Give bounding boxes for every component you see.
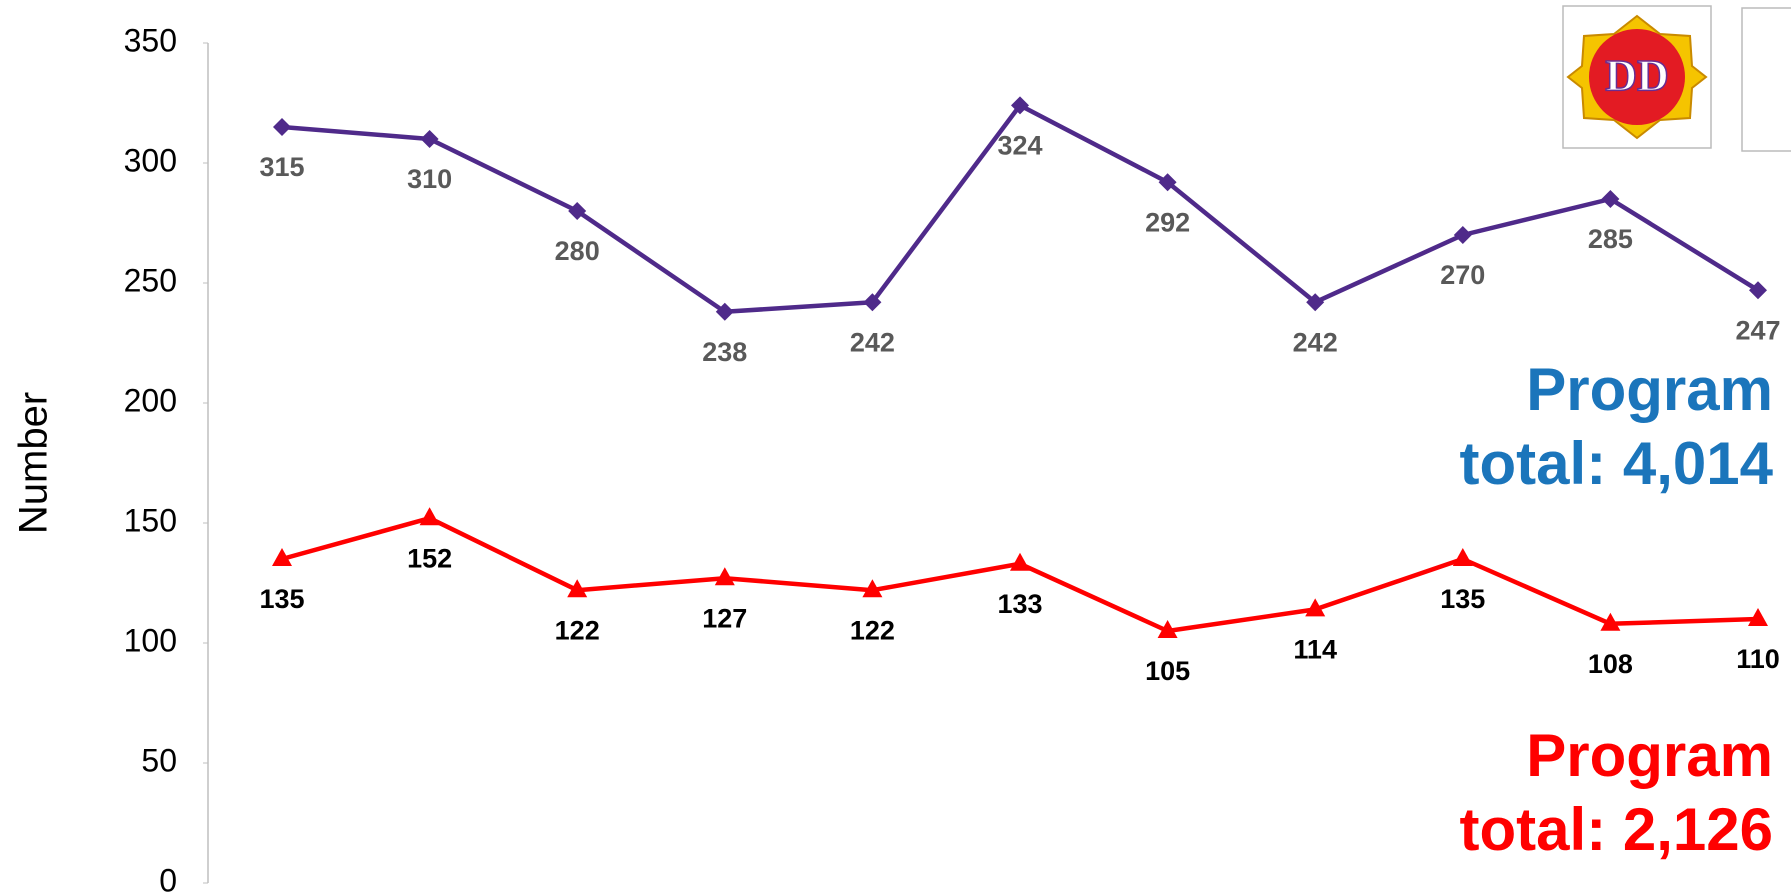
marker (1305, 598, 1326, 617)
marker (1306, 293, 1325, 312)
y-axis-label: Number (12, 392, 56, 534)
data-label: 135 (1440, 584, 1485, 614)
y-tick-label: 0 (159, 862, 177, 896)
y-tick-label: 300 (124, 142, 177, 178)
marker (272, 548, 292, 566)
data-label: 310 (407, 164, 452, 194)
y-tick-label: 200 (124, 382, 177, 418)
marker (1748, 608, 1768, 626)
marker (863, 293, 882, 312)
data-label: 324 (997, 131, 1042, 161)
marker (568, 202, 587, 220)
data-label: 315 (259, 152, 304, 182)
annotation: total: 2,126 (1460, 796, 1773, 863)
svg-text:DD: DD (1605, 51, 1669, 100)
y-tick-label: 50 (141, 742, 177, 778)
y-tick-label: 100 (124, 622, 177, 658)
data-label: 242 (850, 327, 895, 357)
marker (714, 567, 735, 586)
marker (862, 579, 883, 598)
marker (1452, 548, 1473, 566)
data-label: 238 (702, 337, 747, 367)
data-label: 108 (1588, 649, 1633, 679)
marker (273, 118, 291, 136)
data-label: 114 (1293, 635, 1337, 665)
data-label: 152 (407, 543, 452, 573)
data-label: 247 (1735, 315, 1780, 345)
y-tick-label: 150 (124, 502, 177, 538)
data-label: 292 (1145, 207, 1190, 237)
marker (715, 302, 734, 321)
marker (419, 507, 440, 526)
data-label: 122 (555, 615, 600, 645)
marker (1010, 552, 1030, 571)
y-tick-label: 350 (124, 22, 177, 58)
annotation: Program (1526, 722, 1773, 789)
marker (567, 579, 588, 598)
y-tick-label: 250 (124, 262, 177, 298)
data-label: 242 (1293, 327, 1338, 357)
marker (420, 130, 439, 148)
data-label: 280 (555, 236, 600, 266)
data-label: 127 (702, 603, 747, 633)
data-label: 285 (1588, 224, 1633, 254)
marker (1601, 190, 1620, 208)
data-label: 133 (997, 589, 1042, 619)
marker (1453, 226, 1472, 244)
data-label: 110 (1736, 644, 1780, 674)
marker (1749, 281, 1767, 300)
data-label: 105 (1145, 656, 1190, 686)
annotation: Program (1526, 356, 1773, 423)
data-label: 135 (259, 584, 304, 614)
data-label: 122 (850, 615, 895, 645)
annotation: total: 4,014 (1460, 430, 1774, 497)
marker (1158, 173, 1177, 192)
data-label: 270 (1440, 260, 1485, 290)
marker (1157, 620, 1178, 638)
marker (1600, 612, 1621, 631)
marker (1011, 96, 1029, 115)
logo: DD (1562, 5, 1791, 152)
